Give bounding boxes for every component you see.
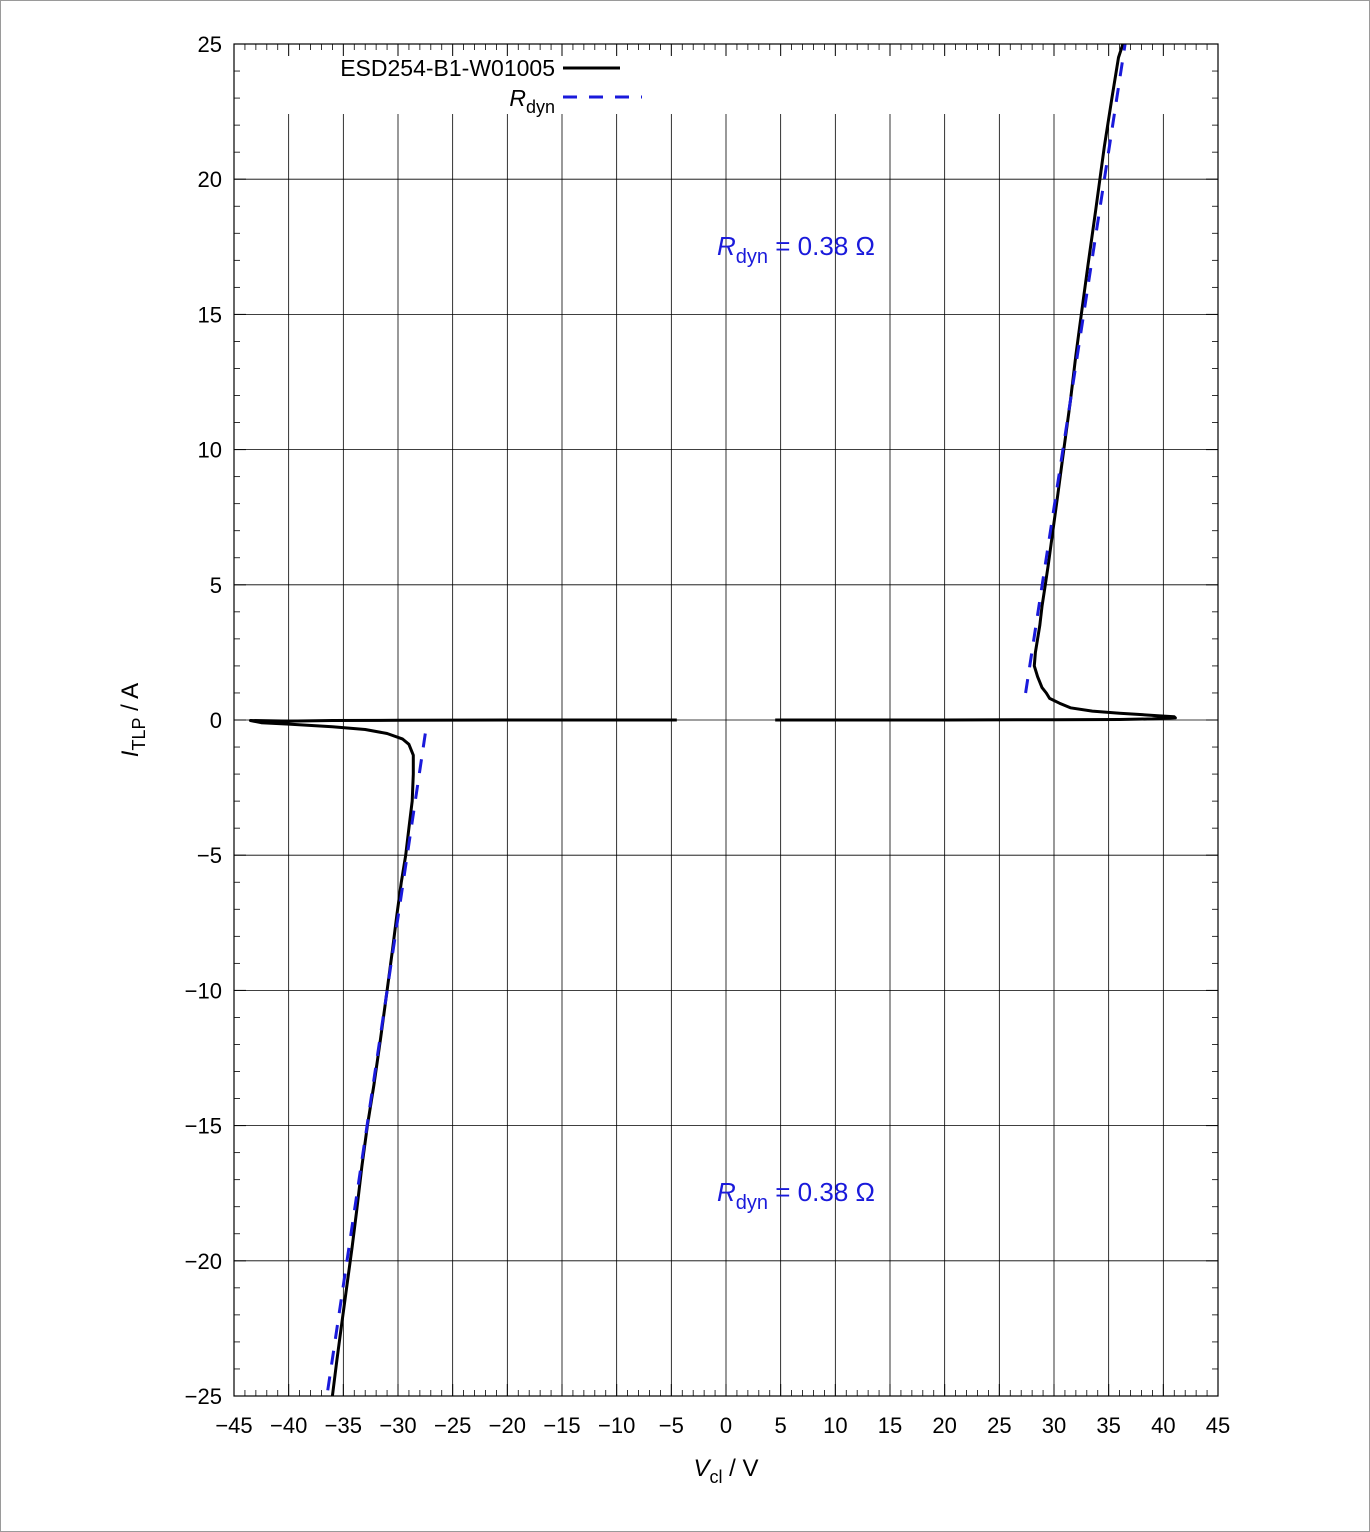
series-layer xyxy=(248,43,1177,1397)
y-tick-label: 5 xyxy=(210,573,222,598)
series-rdyn-fit xyxy=(325,43,1127,1397)
x-tick-label: 40 xyxy=(1151,1413,1175,1438)
x-tick-label: −45 xyxy=(215,1413,252,1438)
rdyn-annotation-main: R xyxy=(717,1177,736,1207)
y-tick-label: −15 xyxy=(185,1114,222,1139)
rdyn-annotation: Rdyn = 0.38 Ω xyxy=(717,1177,875,1214)
x-tick-label: −30 xyxy=(379,1413,416,1438)
x-axis-label-sub: cl xyxy=(710,1467,723,1487)
ticks: −45 −40 −35 −30 −25 −20 −15 −10 −5 0 5 10 15 20 25 30 35… xyxy=(185,32,1231,1438)
x-tick-label: 30 xyxy=(1042,1413,1066,1438)
rdyn-annotation-sub: dyn xyxy=(736,1192,768,1214)
x-tick-label: 25 xyxy=(987,1413,1011,1438)
x-tick-label: −25 xyxy=(434,1413,471,1438)
fit-line-segment xyxy=(1024,43,1127,694)
legend-label-rdyn-main: R xyxy=(509,85,526,111)
y-tick-label: 10 xyxy=(198,438,222,463)
y-tick-label: −25 xyxy=(185,1384,222,1409)
legend-label-rdyn: Rdyn xyxy=(509,85,555,117)
x-tick-label: 20 xyxy=(932,1413,956,1438)
y-axis-label-main: I xyxy=(117,750,144,757)
y-tick-label: −10 xyxy=(185,978,222,1003)
y-tick-label: −5 xyxy=(197,843,222,868)
x-tick-label: −35 xyxy=(325,1413,362,1438)
rdyn-annotation-value: = 0.38 Ω xyxy=(768,231,875,261)
legend-label-measured: ESD254-B1-W01005 xyxy=(340,55,555,81)
x-tick-label: −10 xyxy=(598,1413,635,1438)
x-tick-label: 45 xyxy=(1206,1413,1230,1438)
y-tick-label: −20 xyxy=(185,1249,222,1274)
x-tick-label: −40 xyxy=(270,1413,307,1438)
x-axis-label-main: V xyxy=(693,1455,711,1482)
x-axis-label-unit: / V xyxy=(723,1455,759,1482)
series-measured xyxy=(248,43,1177,1397)
y-axis-label-unit: / A xyxy=(117,683,144,718)
grid xyxy=(234,114,1218,1396)
y-tick-label: 20 xyxy=(198,167,222,192)
x-tick-label: −5 xyxy=(659,1413,684,1438)
measured-line-segment xyxy=(248,718,677,1397)
y-tick-label: 25 xyxy=(198,32,222,57)
rdyn-annotation: Rdyn = 0.38 Ω xyxy=(717,231,875,268)
x-axis-label: Vcl / V xyxy=(693,1455,758,1487)
x-tick-label: 35 xyxy=(1096,1413,1120,1438)
x-tick-label: 15 xyxy=(878,1413,902,1438)
fit-line-segment xyxy=(325,733,427,1397)
x-tick-label: 0 xyxy=(720,1413,732,1438)
legend-label-rdyn-sub: dyn xyxy=(526,97,555,117)
x-tick-label: 5 xyxy=(775,1413,787,1438)
x-tick-label: −15 xyxy=(543,1413,580,1438)
x-tick-label: −20 xyxy=(489,1413,526,1438)
rdyn-annotation-main: R xyxy=(717,231,736,261)
y-axis-label: ITLP / A xyxy=(117,683,149,757)
y-tick-label: 0 xyxy=(210,708,222,733)
measured-line-segment xyxy=(775,43,1177,722)
rdyn-annotation-sub: dyn xyxy=(736,246,768,268)
x-tick-label: 10 xyxy=(823,1413,847,1438)
y-tick-label: 15 xyxy=(198,302,222,327)
legend: ESD254-B1-W01005 Rdyn xyxy=(340,55,642,117)
rdyn-annotation-value: = 0.38 Ω xyxy=(768,1177,875,1207)
y-axis-label-sub: TLP xyxy=(129,718,149,751)
